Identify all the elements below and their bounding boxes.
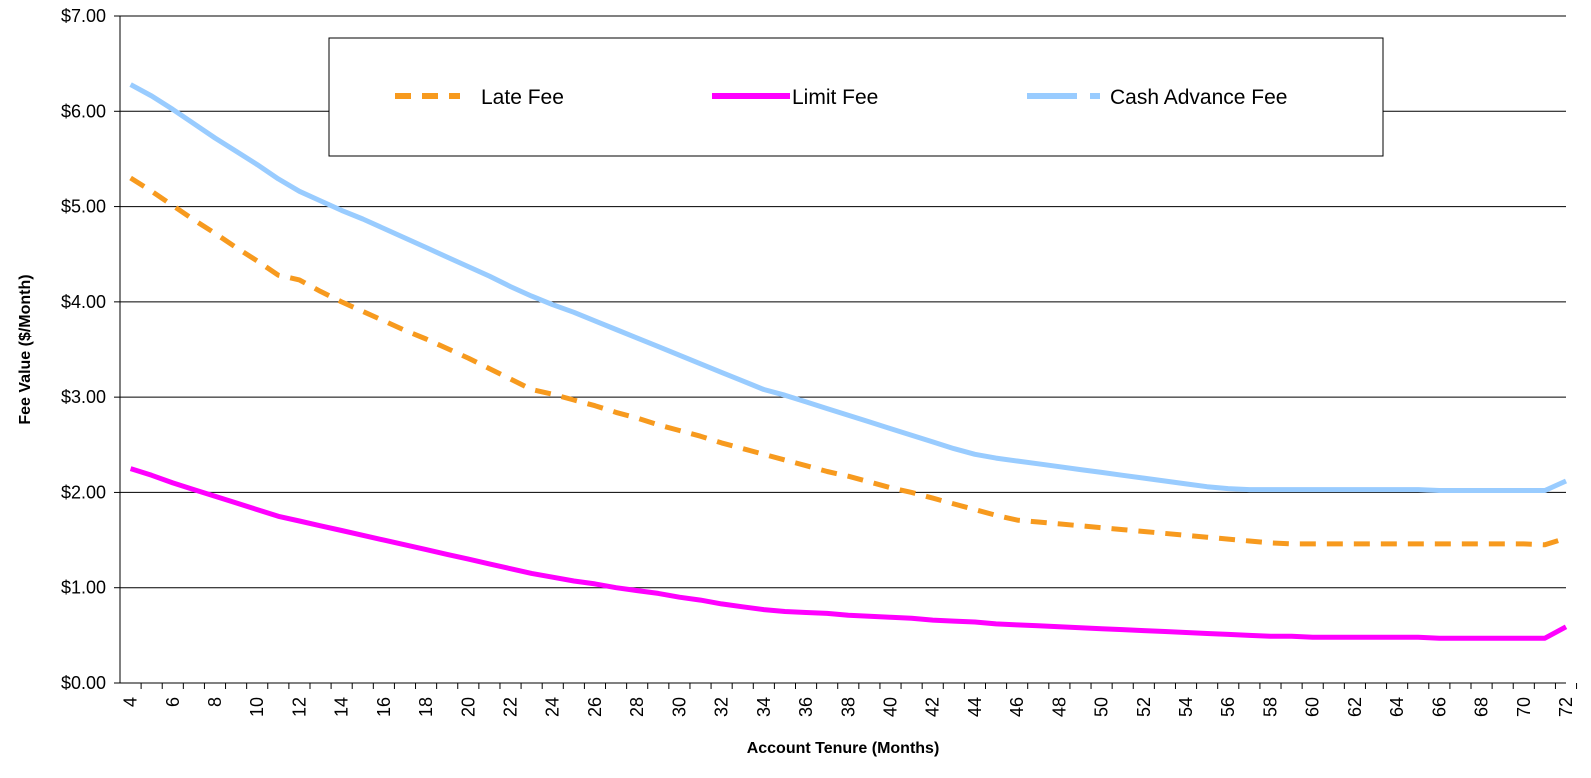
x-tick-label: 68 [1472, 697, 1492, 717]
x-tick-label: 16 [374, 697, 394, 717]
x-tick-label: 40 [880, 697, 900, 717]
x-tick-label: 62 [1345, 697, 1365, 717]
legend: Late Fee Limit Fee Cash Advance Fee [328, 37, 1384, 157]
x-tick-label: 70 [1514, 697, 1534, 717]
series-lines [129, 82, 1568, 641]
x-tick-label: 28 [627, 697, 647, 717]
y-axis-title: Fee Value ($/Month) [17, 274, 34, 424]
y-tick-label: $2.00 [61, 482, 106, 502]
legend-label-cash-advance-fee: Cash Advance Fee [1110, 86, 1287, 109]
x-tick-label: 54 [1176, 697, 1196, 717]
x-tick-label: 18 [416, 697, 436, 717]
y-tick-label: $7.00 [61, 6, 106, 26]
x-tick-label: 64 [1387, 697, 1407, 717]
series-line-late-fee [129, 175, 1567, 548]
x-tick-label: 52 [1134, 697, 1154, 717]
x-tick-label: 24 [543, 697, 563, 717]
x-tick-label: 22 [501, 697, 521, 717]
y-tick-label: $4.00 [61, 292, 106, 312]
axes [114, 15, 1578, 689]
y-tick-label: $6.00 [61, 101, 106, 121]
x-tick-label: 20 [458, 697, 478, 717]
x-tick-label: 32 [712, 697, 732, 717]
y-tick-label: $0.00 [61, 673, 106, 693]
x-tick-label: 44 [965, 697, 985, 717]
x-tick-label: 38 [838, 697, 858, 717]
series-line-cash-advance-fee [129, 82, 1568, 493]
series-line-limit-fee [129, 466, 1568, 641]
x-tick-label: 14 [332, 697, 352, 717]
x-tick-label: 36 [796, 697, 816, 717]
x-tick-label: 42 [923, 697, 943, 717]
x-tick-label: 34 [754, 697, 774, 717]
legend-box [328, 37, 1384, 157]
legend-label-late-fee: Late Fee [481, 86, 564, 109]
x-tick-label: 10 [247, 697, 267, 717]
x-axis-title: Account Tenure (Months) [747, 740, 940, 757]
x-tick-label: 6 [163, 697, 183, 707]
x-tick-label: 56 [1218, 697, 1238, 717]
x-tick-label: 26 [585, 697, 605, 717]
x-tick-label: 60 [1303, 697, 1323, 717]
x-tick-label: 66 [1429, 697, 1449, 717]
x-tick-label: 8 [205, 697, 225, 707]
y-tick-label: $3.00 [61, 387, 106, 407]
legend-label-limit-fee: Limit Fee [792, 86, 878, 109]
x-tick-label: 72 [1556, 697, 1576, 717]
x-tick-label: 30 [669, 697, 689, 717]
tick-labels: $0.00 $1.00 $2.00 $3.00 $4.00 $5.00 $6.00 $7.00… [61, 6, 1576, 717]
x-tick-label: 58 [1260, 697, 1280, 717]
x-tick-label: 12 [289, 697, 309, 717]
x-tick-label: 50 [1092, 697, 1112, 717]
x-tick-label: 46 [1007, 697, 1027, 717]
x-tick-label: 48 [1049, 697, 1069, 717]
x-tick-label: 4 [121, 697, 141, 707]
y-tick-label: $5.00 [61, 197, 106, 217]
y-tick-label: $1.00 [61, 578, 106, 598]
